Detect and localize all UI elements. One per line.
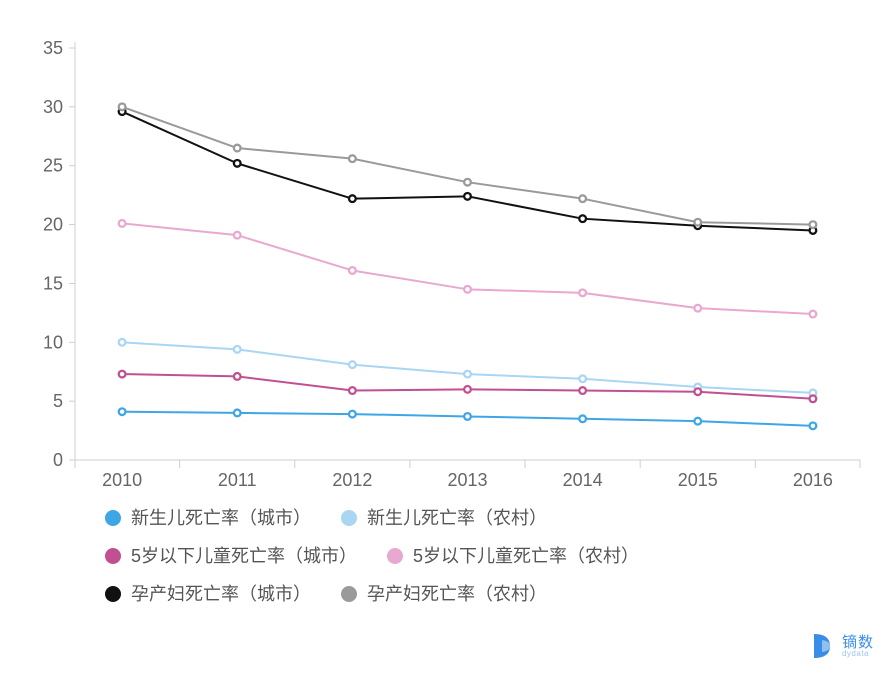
series-marker-inner [350, 196, 354, 200]
series-marker-inner [580, 377, 584, 381]
legend-row: 孕产妇死亡率（城市） 孕产妇死亡率（农村） [105, 576, 805, 612]
series-marker-inner [350, 362, 354, 366]
brand-logo: 镝数 dydata [808, 632, 874, 660]
y-tick-label: 0 [53, 450, 63, 470]
series-marker-inner [120, 221, 124, 225]
x-tick-label: 2014 [563, 470, 603, 490]
series-marker-inner [580, 196, 584, 200]
series-marker-inner [811, 312, 815, 316]
legend-label: 新生儿死亡率（城市） [131, 500, 311, 536]
y-tick-label: 15 [43, 273, 63, 293]
legend-item: 孕产妇死亡率（城市） [105, 576, 311, 612]
series-marker-inner [580, 291, 584, 295]
chart-container: 0 5 10 15 20 25 30 35 2010 2011 2012 2013 2014 2015 20… [0, 0, 892, 678]
series-marker-inner [580, 216, 584, 220]
legend-label: 5岁以下儿童死亡率（城市） [131, 538, 357, 574]
series-marker-inner [465, 287, 469, 291]
series-marker-inner [465, 387, 469, 391]
series-marker-inner [235, 411, 239, 415]
series-marker-inner [350, 268, 354, 272]
x-tick-label: 2011 [218, 470, 257, 490]
y-tick-label: 5 [53, 391, 63, 411]
series-marker-inner [580, 388, 584, 392]
series-marker-inner [696, 220, 700, 224]
y-tick-label: 20 [43, 215, 63, 235]
series-marker-inner [235, 233, 239, 237]
x-tick-label: 2012 [332, 470, 372, 490]
legend-item: 孕产妇死亡率（农村） [341, 576, 547, 612]
legend-item: 新生儿死亡率（农村） [341, 500, 547, 536]
legend: 新生儿死亡率（城市）新生儿死亡率（农村）5岁以下儿童死亡率（城市）5岁以下儿童死… [105, 500, 805, 614]
legend-row: 5岁以下儿童死亡率（城市） 5岁以下儿童死亡率（农村） [105, 538, 805, 574]
series-marker-inner [120, 410, 124, 414]
legend-marker [105, 548, 121, 564]
x-tick-label: 2016 [793, 470, 833, 490]
legend-label: 孕产妇死亡率（农村） [367, 576, 547, 612]
brand-icon [808, 632, 836, 660]
series-marker-inner [465, 372, 469, 376]
y-tick-label: 35 [43, 38, 63, 58]
legend-row: 新生儿死亡率（城市） 新生儿死亡率（农村） [105, 500, 805, 536]
legend-item: 新生儿死亡率（城市） [105, 500, 311, 536]
series-marker-inner [235, 374, 239, 378]
series-marker-inner [235, 146, 239, 150]
series-marker-inner [120, 340, 124, 344]
series-marker-inner [465, 194, 469, 198]
series-line [122, 223, 813, 314]
legend-marker [105, 510, 121, 526]
brand-name: 镝数 [842, 635, 874, 650]
series-marker-inner [811, 222, 815, 226]
series-line [122, 112, 813, 231]
legend-marker [341, 510, 357, 526]
series-marker-inner [350, 412, 354, 416]
legend-item: 5岁以下儿童死亡率（农村） [387, 538, 639, 574]
series-marker-inner [120, 372, 124, 376]
legend-label: 孕产妇死亡率（城市） [131, 576, 311, 612]
series-marker-inner [696, 306, 700, 310]
y-tick-label: 30 [43, 97, 63, 117]
y-tick-label: 25 [43, 156, 63, 176]
series-marker-inner [350, 156, 354, 160]
series-marker-inner [696, 419, 700, 423]
y-tick-label: 10 [43, 332, 63, 352]
series-marker-inner [235, 161, 239, 165]
series-marker-inner [235, 347, 239, 351]
series-marker-inner [580, 417, 584, 421]
legend-marker [387, 548, 403, 564]
x-tick-label: 2015 [678, 470, 718, 490]
brand-sub: dydata [842, 650, 874, 658]
legend-label: 新生儿死亡率（农村） [367, 500, 547, 536]
series-marker-inner [465, 414, 469, 418]
legend-item: 5岁以下儿童死亡率（城市） [105, 538, 357, 574]
series-marker-inner [465, 180, 469, 184]
series-marker-inner [120, 105, 124, 109]
series-marker-inner [350, 388, 354, 392]
legend-label: 5岁以下儿童死亡率（农村） [413, 538, 639, 574]
series-line [122, 107, 813, 225]
series-marker-inner [696, 390, 700, 394]
legend-marker [105, 586, 121, 602]
x-tick-label: 2013 [447, 470, 487, 490]
line-chart: 0 5 10 15 20 25 30 35 2010 2011 2012 2013 2014 2015 20… [0, 0, 892, 500]
legend-marker [341, 586, 357, 602]
series-marker-inner [811, 397, 815, 401]
series-marker-inner [811, 424, 815, 428]
x-tick-label: 2010 [102, 470, 142, 490]
